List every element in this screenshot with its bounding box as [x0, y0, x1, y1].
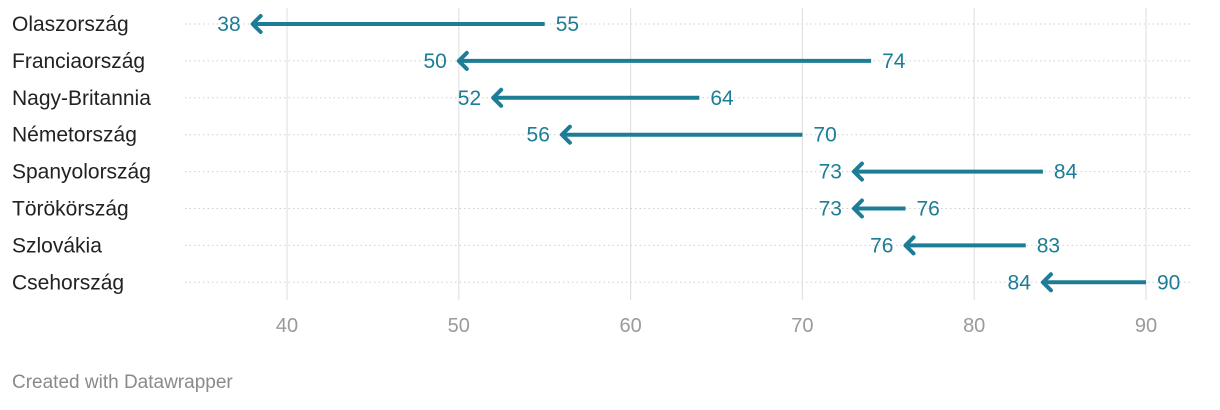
arrow-head [456, 50, 469, 71]
category-label: Csehország [12, 271, 124, 294]
end-value-label: 52 [458, 87, 481, 110]
start-value-label: 70 [813, 124, 836, 147]
arrow-head [1040, 272, 1053, 293]
end-value-label: 56 [527, 124, 550, 147]
end-value-label: 73 [819, 161, 842, 184]
category-label: Franciaország [12, 50, 145, 73]
arrow-head [491, 87, 504, 108]
arrow-head [903, 235, 916, 256]
start-value-label: 55 [556, 13, 579, 36]
arrow-marks [250, 14, 1146, 293]
category-label: Törökörszág [12, 198, 129, 221]
category-label: Szlovákia [12, 234, 102, 257]
category-label: Németország [12, 124, 137, 147]
arrow-head [851, 198, 864, 219]
datawrapper-credit: Created with Datawrapper [12, 372, 233, 393]
start-value-label: 84 [1054, 161, 1078, 184]
end-value-label: 73 [819, 198, 842, 221]
category-label: Olaszország [12, 13, 129, 36]
start-value-label: 83 [1037, 234, 1060, 257]
category-labels: Olaszország Franciaország Nagy-Britannia Né… [12, 13, 151, 294]
tick-label-40: 40 [276, 315, 298, 337]
end-value-label: 76 [870, 234, 893, 257]
end-value-label: 38 [217, 13, 240, 36]
x-axis-tick-labels: 40 50 60 70 80 90 [276, 315, 1157, 337]
end-value-label: 50 [423, 50, 446, 73]
arrow-head [851, 161, 864, 182]
tick-label-50: 50 [448, 315, 470, 337]
data-labels: 55 38 74 50 64 52 70 56 84 73 76 73 83 76 90 84 [217, 13, 1180, 294]
tick-label-70: 70 [791, 315, 813, 337]
tick-label-90: 90 [1135, 315, 1157, 337]
category-label: Spanyolország [12, 161, 151, 184]
tick-label-80: 80 [963, 315, 985, 337]
category-label: Nagy-Britannia [12, 87, 151, 110]
arrow-head [250, 14, 263, 34]
arrow-chart: Olaszország Franciaország Nagy-Britannia Né… [12, 8, 1192, 337]
arrow-head [559, 124, 572, 145]
vertical-gridlines [286, 8, 1147, 300]
start-value-label: 90 [1157, 271, 1180, 294]
start-value-label: 76 [916, 198, 939, 221]
start-value-label: 64 [710, 87, 734, 110]
end-value-label: 84 [1008, 271, 1032, 294]
start-value-label: 74 [882, 50, 906, 73]
tick-label-60: 60 [619, 315, 641, 337]
